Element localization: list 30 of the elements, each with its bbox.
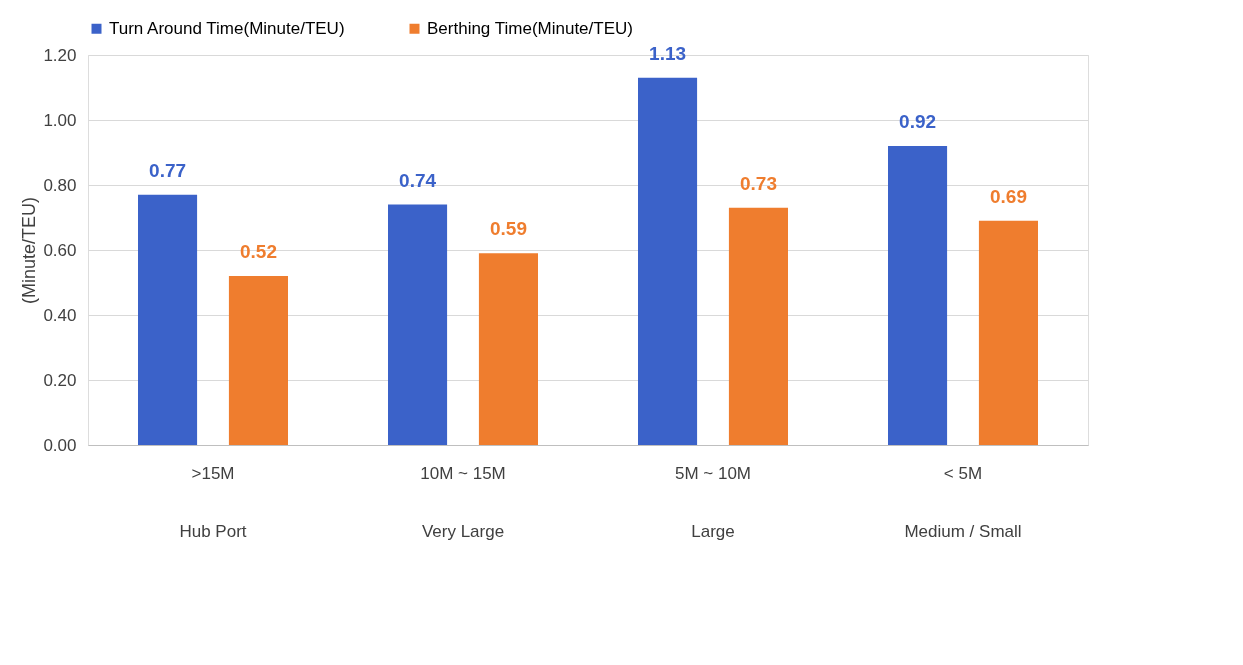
data-label: 0.59 xyxy=(489,218,527,240)
bar xyxy=(388,204,448,445)
bar xyxy=(138,194,198,445)
category-label: 10M ~ 15M Very Large xyxy=(420,463,506,541)
data-label: 0.92 xyxy=(899,111,937,132)
data-label: 0.52 xyxy=(239,241,277,262)
legend-label: Berthing Time(Minute/TEU) xyxy=(427,18,633,38)
y-tick-label: 0.40 xyxy=(43,305,77,325)
data-label: 1.13 xyxy=(649,42,687,64)
bar xyxy=(638,77,698,445)
category-label: 5M ~ 10M Large xyxy=(674,463,752,541)
y-tick-label: 0.60 xyxy=(43,240,77,260)
data-label: 0.74 xyxy=(399,169,437,191)
bar xyxy=(728,207,788,445)
bar xyxy=(978,220,1038,445)
y-tick-label: 0.20 xyxy=(43,370,77,390)
legend-label: Turn Around Time(Minute/TEU) xyxy=(109,18,345,38)
bar xyxy=(888,146,948,445)
data-label: 0.73 xyxy=(739,172,777,194)
data-label: 0.69 xyxy=(989,185,1027,207)
data-label: 0.77 xyxy=(149,159,187,181)
y-axis-title: (Minute/TEU) xyxy=(19,196,40,305)
bar xyxy=(478,253,538,445)
bar xyxy=(228,276,288,445)
y-tick-label: 1.20 xyxy=(43,45,77,65)
category-label: >15M Hub Port xyxy=(179,463,247,541)
y-tick-label: 0.80 xyxy=(43,175,77,195)
y-tick-label: 0.00 xyxy=(43,435,77,455)
y-tick-label: 1.00 xyxy=(43,110,77,130)
category-label: < 5M Medium / Small xyxy=(904,463,1022,541)
